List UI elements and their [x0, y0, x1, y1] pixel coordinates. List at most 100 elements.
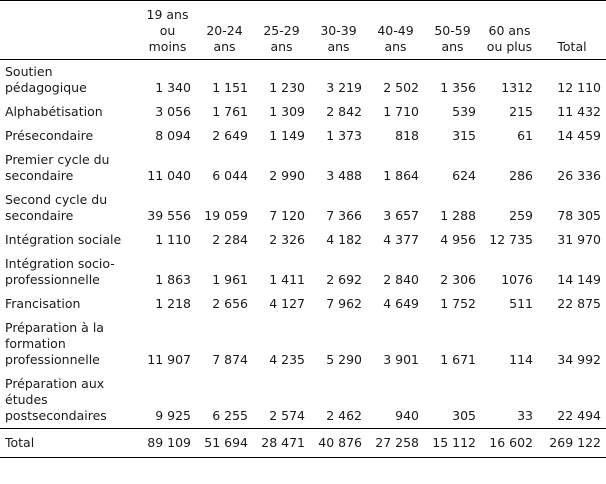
value-cell: 3 901: [383, 352, 419, 367]
value-cell: 4 182: [326, 232, 362, 247]
row-label: Soutien pédagogique: [0, 60, 139, 101]
table-row: Second cycle du secondaire 39 556 19 059 7 1…: [0, 188, 606, 228]
value-cell: 89 109: [147, 435, 191, 450]
value-cell: 1 288: [440, 208, 476, 223]
text-line: 40-49: [377, 23, 414, 38]
value-cell: 4 956: [440, 232, 476, 247]
table-header: 19 ans ou moins 20-24 ans 25-29 ans 30-39 ans 40…: [0, 0, 606, 60]
value-cell: 27 258: [375, 435, 419, 450]
text-line: Second cycle du: [5, 192, 108, 207]
value-cell: 3 657: [383, 208, 419, 223]
text-line: 50-59: [434, 23, 471, 38]
value-cell: 16 602: [489, 435, 533, 450]
value-cell: 2 462: [326, 408, 362, 423]
value-cell: 7 874: [212, 352, 248, 367]
text-line: Préparation aux: [5, 376, 105, 391]
column-header: 30-39 ans: [310, 1, 367, 60]
value-cell: 2 990: [269, 168, 305, 183]
table-row: Préparation aux études postsecondaires 9 92…: [0, 372, 606, 429]
row-label: Préparation à la formation professionnelle: [0, 316, 139, 372]
text-line: 30-39: [320, 23, 357, 38]
text-line: ou moins: [148, 23, 187, 54]
value-cell: 1 710: [383, 104, 419, 119]
value-cell: 1312: [501, 80, 533, 95]
column-header: 20-24 ans: [196, 1, 253, 60]
row-total-cell: 31 970: [557, 232, 601, 247]
text-line: 20-24: [206, 23, 243, 38]
text-line: ans: [384, 39, 407, 54]
value-cell: 4 649: [383, 296, 419, 311]
text-line: ans: [441, 39, 464, 54]
value-cell: 2 656: [212, 296, 248, 311]
table-row: Francisation 1 218 2 656 4 127 7 962 4 649 1 7…: [0, 292, 606, 316]
value-cell: 1 752: [440, 296, 476, 311]
value-cell: 1076: [501, 272, 533, 287]
text-line: Préparation à la: [5, 320, 104, 335]
value-cell: 1 149: [269, 128, 305, 143]
row-label: Francisation: [0, 292, 139, 316]
value-cell: 15 112: [432, 435, 476, 450]
value-cell: 51 694: [204, 435, 248, 450]
row-total-cell: 14 459: [557, 128, 601, 143]
value-cell: 9 925: [155, 408, 191, 423]
value-cell: 539: [452, 104, 476, 119]
value-cell: 1 230: [269, 80, 305, 95]
text-line: 25-29: [263, 23, 300, 38]
value-cell: 11 040: [147, 168, 191, 183]
column-header: 60 ans ou plus: [481, 1, 538, 60]
value-cell: 940: [395, 408, 419, 423]
row-label: Total: [0, 429, 139, 458]
value-cell: 6 044: [212, 168, 248, 183]
enrollment-table: 19 ans ou moins 20-24 ans 25-29 ans 30-39 ans 40…: [0, 0, 606, 458]
text-line: professionnelle: [5, 272, 100, 287]
value-cell: 2 284: [212, 232, 248, 247]
total-row: Total 89 109 51 694 28 471 40 876 27 258 15 11…: [0, 428, 606, 458]
text-line: Intégration socio-: [5, 256, 115, 271]
value-cell: 259: [509, 208, 533, 223]
value-cell: 818: [395, 128, 419, 143]
text-line: Total: [557, 39, 587, 54]
row-label: Intégration sociale: [0, 228, 139, 252]
text-line: secondaire: [5, 168, 74, 183]
text-line: ans: [213, 39, 236, 54]
row-label: Premier cycle du secondaire: [0, 148, 139, 188]
row-label: Alphabétisation: [0, 100, 139, 124]
row-total-cell: 34 992: [557, 352, 601, 367]
text-line: 60 ans: [488, 23, 531, 38]
table-body: Soutien pédagogique 1 340 1 151 1 230 3 219 2 …: [0, 60, 606, 458]
column-header: 19 ans ou moins: [139, 1, 196, 60]
text-line: Alphabétisation: [5, 104, 103, 119]
value-cell: 7 962: [326, 296, 362, 311]
value-cell: 2 692: [326, 272, 362, 287]
value-cell: 1 411: [269, 272, 305, 287]
value-cell: 1 671: [440, 352, 476, 367]
column-header: 40-49 ans: [367, 1, 424, 60]
table-row: Intégration socio-professionnelle 1 863 1 …: [0, 252, 606, 292]
row-total-cell: 269 122: [549, 435, 601, 450]
value-cell: 3 056: [155, 104, 191, 119]
row-total-cell: 22 875: [557, 296, 601, 311]
text-line: professionnelle: [5, 352, 100, 367]
value-cell: 2 306: [440, 272, 476, 287]
text-line: Intégration sociale: [5, 232, 122, 247]
value-cell: 511: [509, 296, 533, 311]
row-label: Second cycle du secondaire: [0, 188, 139, 228]
value-cell: 6 255: [212, 408, 248, 423]
text-line: Soutien: [5, 64, 53, 79]
text-line: études: [5, 392, 48, 407]
row-label: Intégration socio-professionnelle: [0, 252, 139, 292]
value-cell: 7 366: [326, 208, 362, 223]
value-cell: 3 219: [326, 80, 362, 95]
text-line: secondaire: [5, 208, 74, 223]
value-cell: 624: [452, 168, 476, 183]
row-total-cell: 14 149: [557, 272, 601, 287]
value-cell: 61: [517, 128, 533, 143]
value-cell: 19 059: [204, 208, 248, 223]
value-cell: 305: [452, 408, 476, 423]
text-line: Total: [5, 435, 35, 450]
value-cell: 4 127: [269, 296, 305, 311]
value-cell: 4 235: [269, 352, 305, 367]
row-total-cell: 11 432: [557, 104, 601, 119]
value-cell: 33: [517, 408, 533, 423]
